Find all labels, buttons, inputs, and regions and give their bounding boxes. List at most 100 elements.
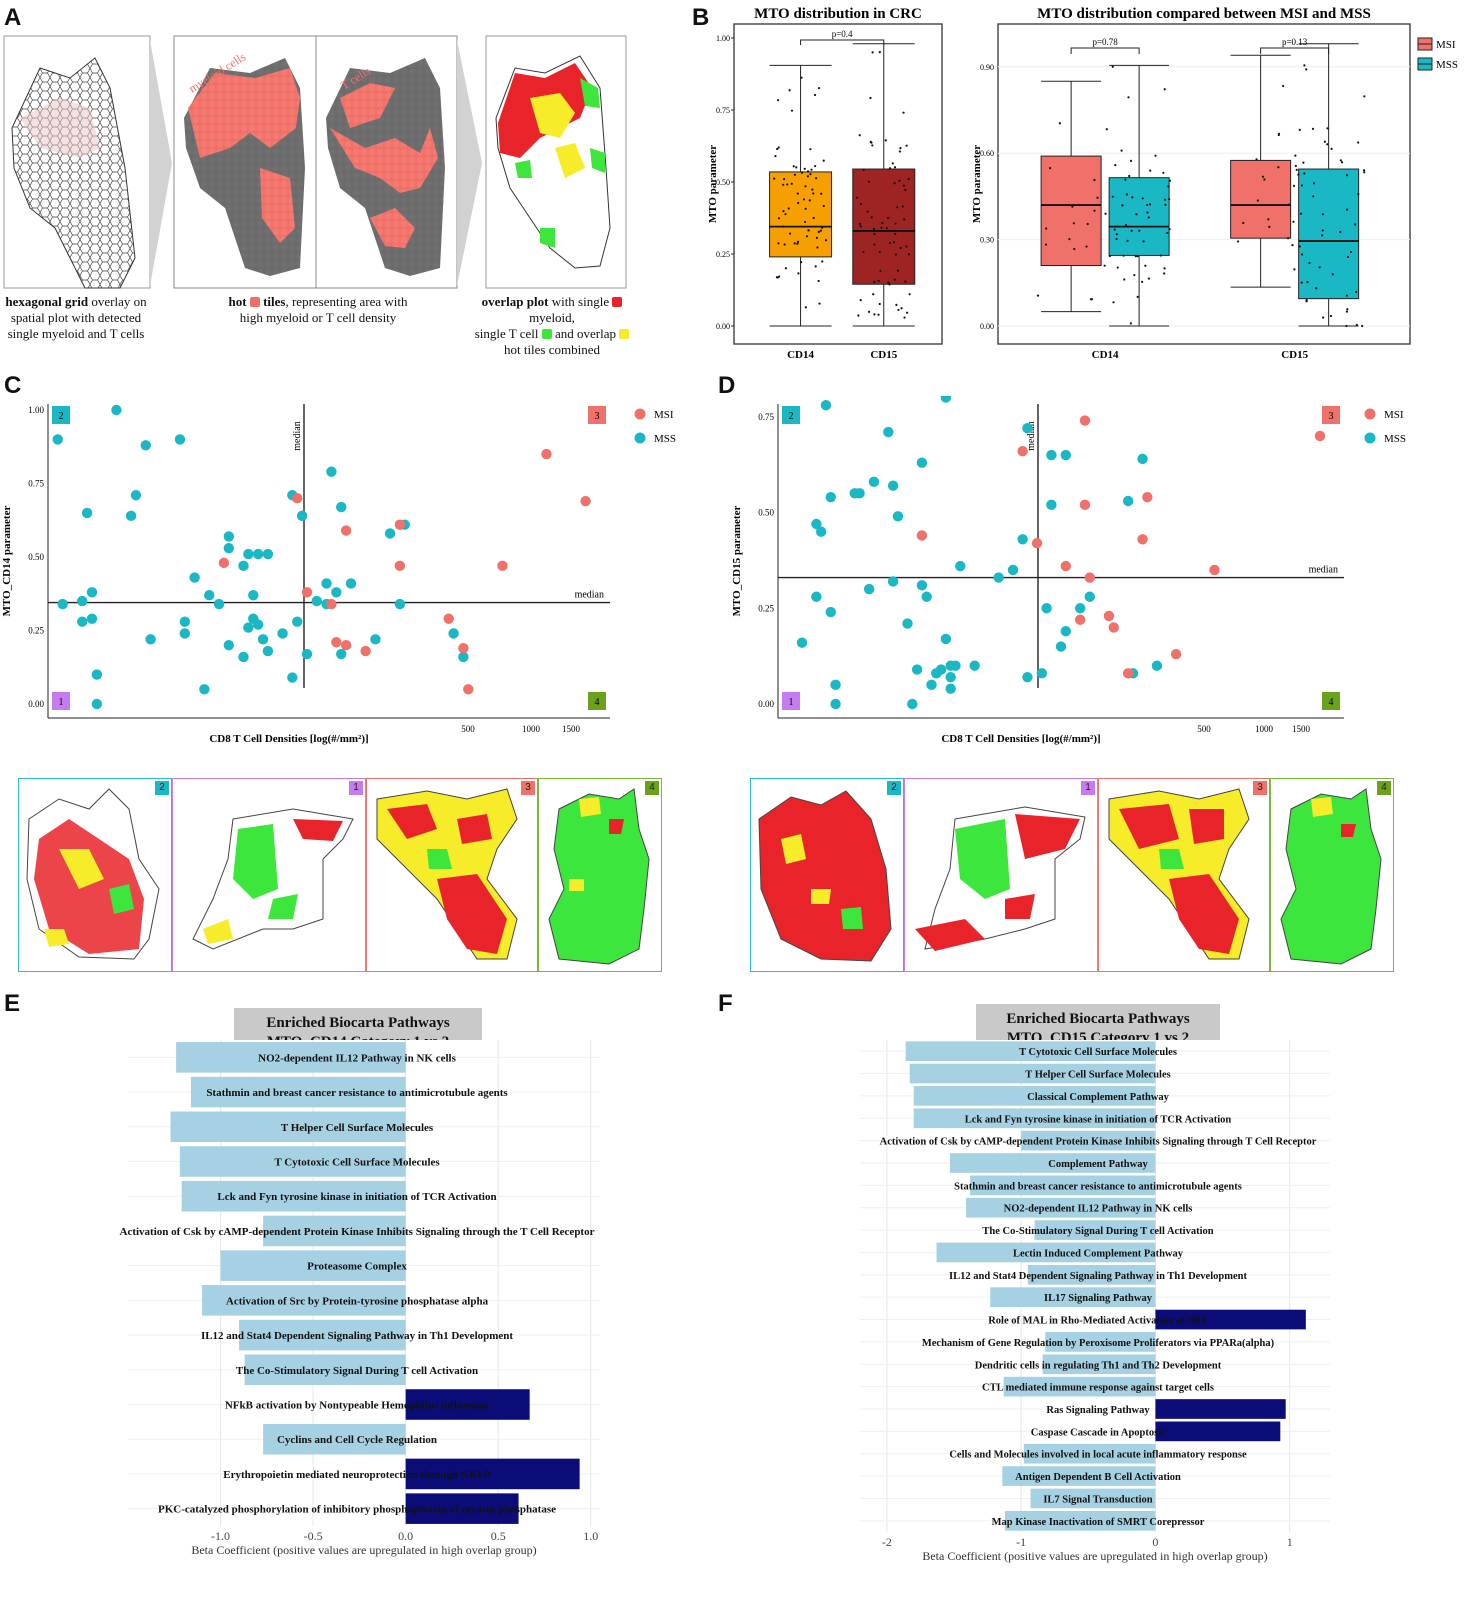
jitter-point [894, 232, 897, 236]
median-label-vertical: median [1026, 421, 1037, 450]
jitter-point [1115, 237, 1118, 241]
jitter-point [1305, 68, 1308, 71]
point-msi [394, 560, 406, 572]
jitter-point [871, 144, 874, 147]
point-msi [1060, 560, 1071, 572]
quadrant-tag-box [1322, 692, 1340, 710]
point-mss [179, 628, 191, 639]
point-mss [1084, 591, 1095, 602]
quadrant-tag-label: 4 [595, 697, 600, 708]
jitter-point [1363, 171, 1366, 174]
point-mss [1151, 660, 1163, 671]
jitter-point [1294, 154, 1297, 157]
x-tick-label: CD14 [1092, 349, 1119, 361]
jitter-point [858, 134, 861, 137]
point-mss [189, 572, 200, 583]
y-axis-label: MTO parameter [707, 145, 719, 223]
point-mss [940, 396, 952, 403]
bar [905, 1041, 1156, 1062]
chart-e-bar: -1.0 -0.5 0.0 0.5 1.0 NO2-dependent IL12 Path… [120, 1040, 600, 1557]
point-msi [1142, 491, 1153, 503]
bar-label: IL12 and Stat4 Dependent Signaling Pathw… [201, 1330, 513, 1342]
y-axis-label: MTO_CD15 parameter [731, 506, 743, 617]
jitter-point [1135, 213, 1138, 216]
jitter-point [1108, 254, 1111, 258]
pvalue-label: p=0.4 [832, 29, 853, 39]
bar-label: Cyclins and Cell Cycle Regulation [277, 1434, 437, 1446]
jitter-point [793, 242, 796, 245]
jitter-point [1086, 222, 1089, 226]
jitter-point [1130, 229, 1133, 232]
chart-f-bar: -2 -1 0 1 T Cytotoxic Cell Surface Molecules… [860, 1040, 1330, 1563]
map-c-quadrant-3: 3 [366, 778, 538, 972]
x-tick-label: -1.0 [211, 1529, 230, 1543]
quadrant-tag-box [1322, 406, 1340, 424]
jitter-point [1168, 179, 1172, 182]
point-msi [1108, 622, 1119, 633]
box-CD14 [769, 171, 833, 258]
point-mss [1036, 668, 1048, 679]
legend-marker [1364, 432, 1376, 444]
point-mss [262, 548, 274, 560]
jitter-point [1147, 277, 1151, 280]
point-mss [955, 560, 966, 572]
point-mss [945, 671, 956, 683]
jitter-point [811, 188, 814, 191]
point-mss [331, 587, 342, 598]
map-c-quadrant-2: 2 [18, 778, 172, 972]
x-tick-label: 1000 [1255, 724, 1274, 734]
jitter-point [1277, 166, 1280, 169]
jitter-point [1268, 225, 1271, 228]
quadrant-tag-box [52, 692, 70, 710]
jitter-point [822, 159, 825, 162]
point-mss [125, 510, 137, 522]
legend-label: MSS [654, 433, 676, 445]
jitter-point [1331, 273, 1334, 276]
point-msi [1079, 499, 1091, 511]
map-tag: 4 [1377, 781, 1391, 795]
bar [181, 1180, 406, 1212]
point-mss [825, 606, 836, 618]
pvalue-label: p=0.13 [1282, 37, 1308, 47]
point-mss [950, 660, 961, 671]
point-mss [820, 400, 832, 411]
jitter-point [1321, 234, 1324, 237]
box-CD14-MSI [1040, 155, 1102, 267]
jitter-point [1112, 301, 1115, 304]
jitter-point [782, 178, 786, 181]
point-mss [345, 578, 357, 589]
point-msi [1074, 614, 1086, 625]
legend-marker [634, 408, 646, 420]
bar [970, 1175, 1156, 1196]
myeloid-swatch [612, 297, 623, 307]
jitter-point [867, 310, 871, 313]
jitter-point [817, 230, 820, 233]
jitter-point [1326, 143, 1329, 146]
bar [949, 1153, 1156, 1173]
jitter-point [808, 199, 811, 202]
point-mss [223, 531, 235, 542]
point-mss [252, 548, 264, 560]
point-mss [887, 480, 899, 491]
bar-label: Map Kinase Inactivation of SMRT Corepres… [992, 1517, 1205, 1528]
quadrant-tag-box [782, 692, 800, 710]
point-mss [296, 510, 308, 522]
jitter-point [1122, 254, 1125, 257]
jitter-point [1146, 203, 1149, 207]
x-tick-label: 500 [461, 724, 475, 734]
bar [1155, 1399, 1286, 1419]
jitter-point [1349, 250, 1353, 254]
jitter-point [812, 216, 815, 220]
point-msi [1031, 537, 1043, 549]
jitter-point [1312, 182, 1316, 185]
jitter-point [1168, 197, 1171, 201]
jitter-point [869, 96, 872, 100]
jitter-point [1340, 161, 1344, 164]
bar [170, 1111, 406, 1143]
jitter-point [1114, 164, 1117, 167]
jitter-point [1163, 272, 1166, 275]
jitter-point [899, 246, 902, 250]
pvalue-bracket [1070, 47, 1140, 54]
bar [263, 1215, 406, 1247]
point-msi [580, 495, 591, 507]
